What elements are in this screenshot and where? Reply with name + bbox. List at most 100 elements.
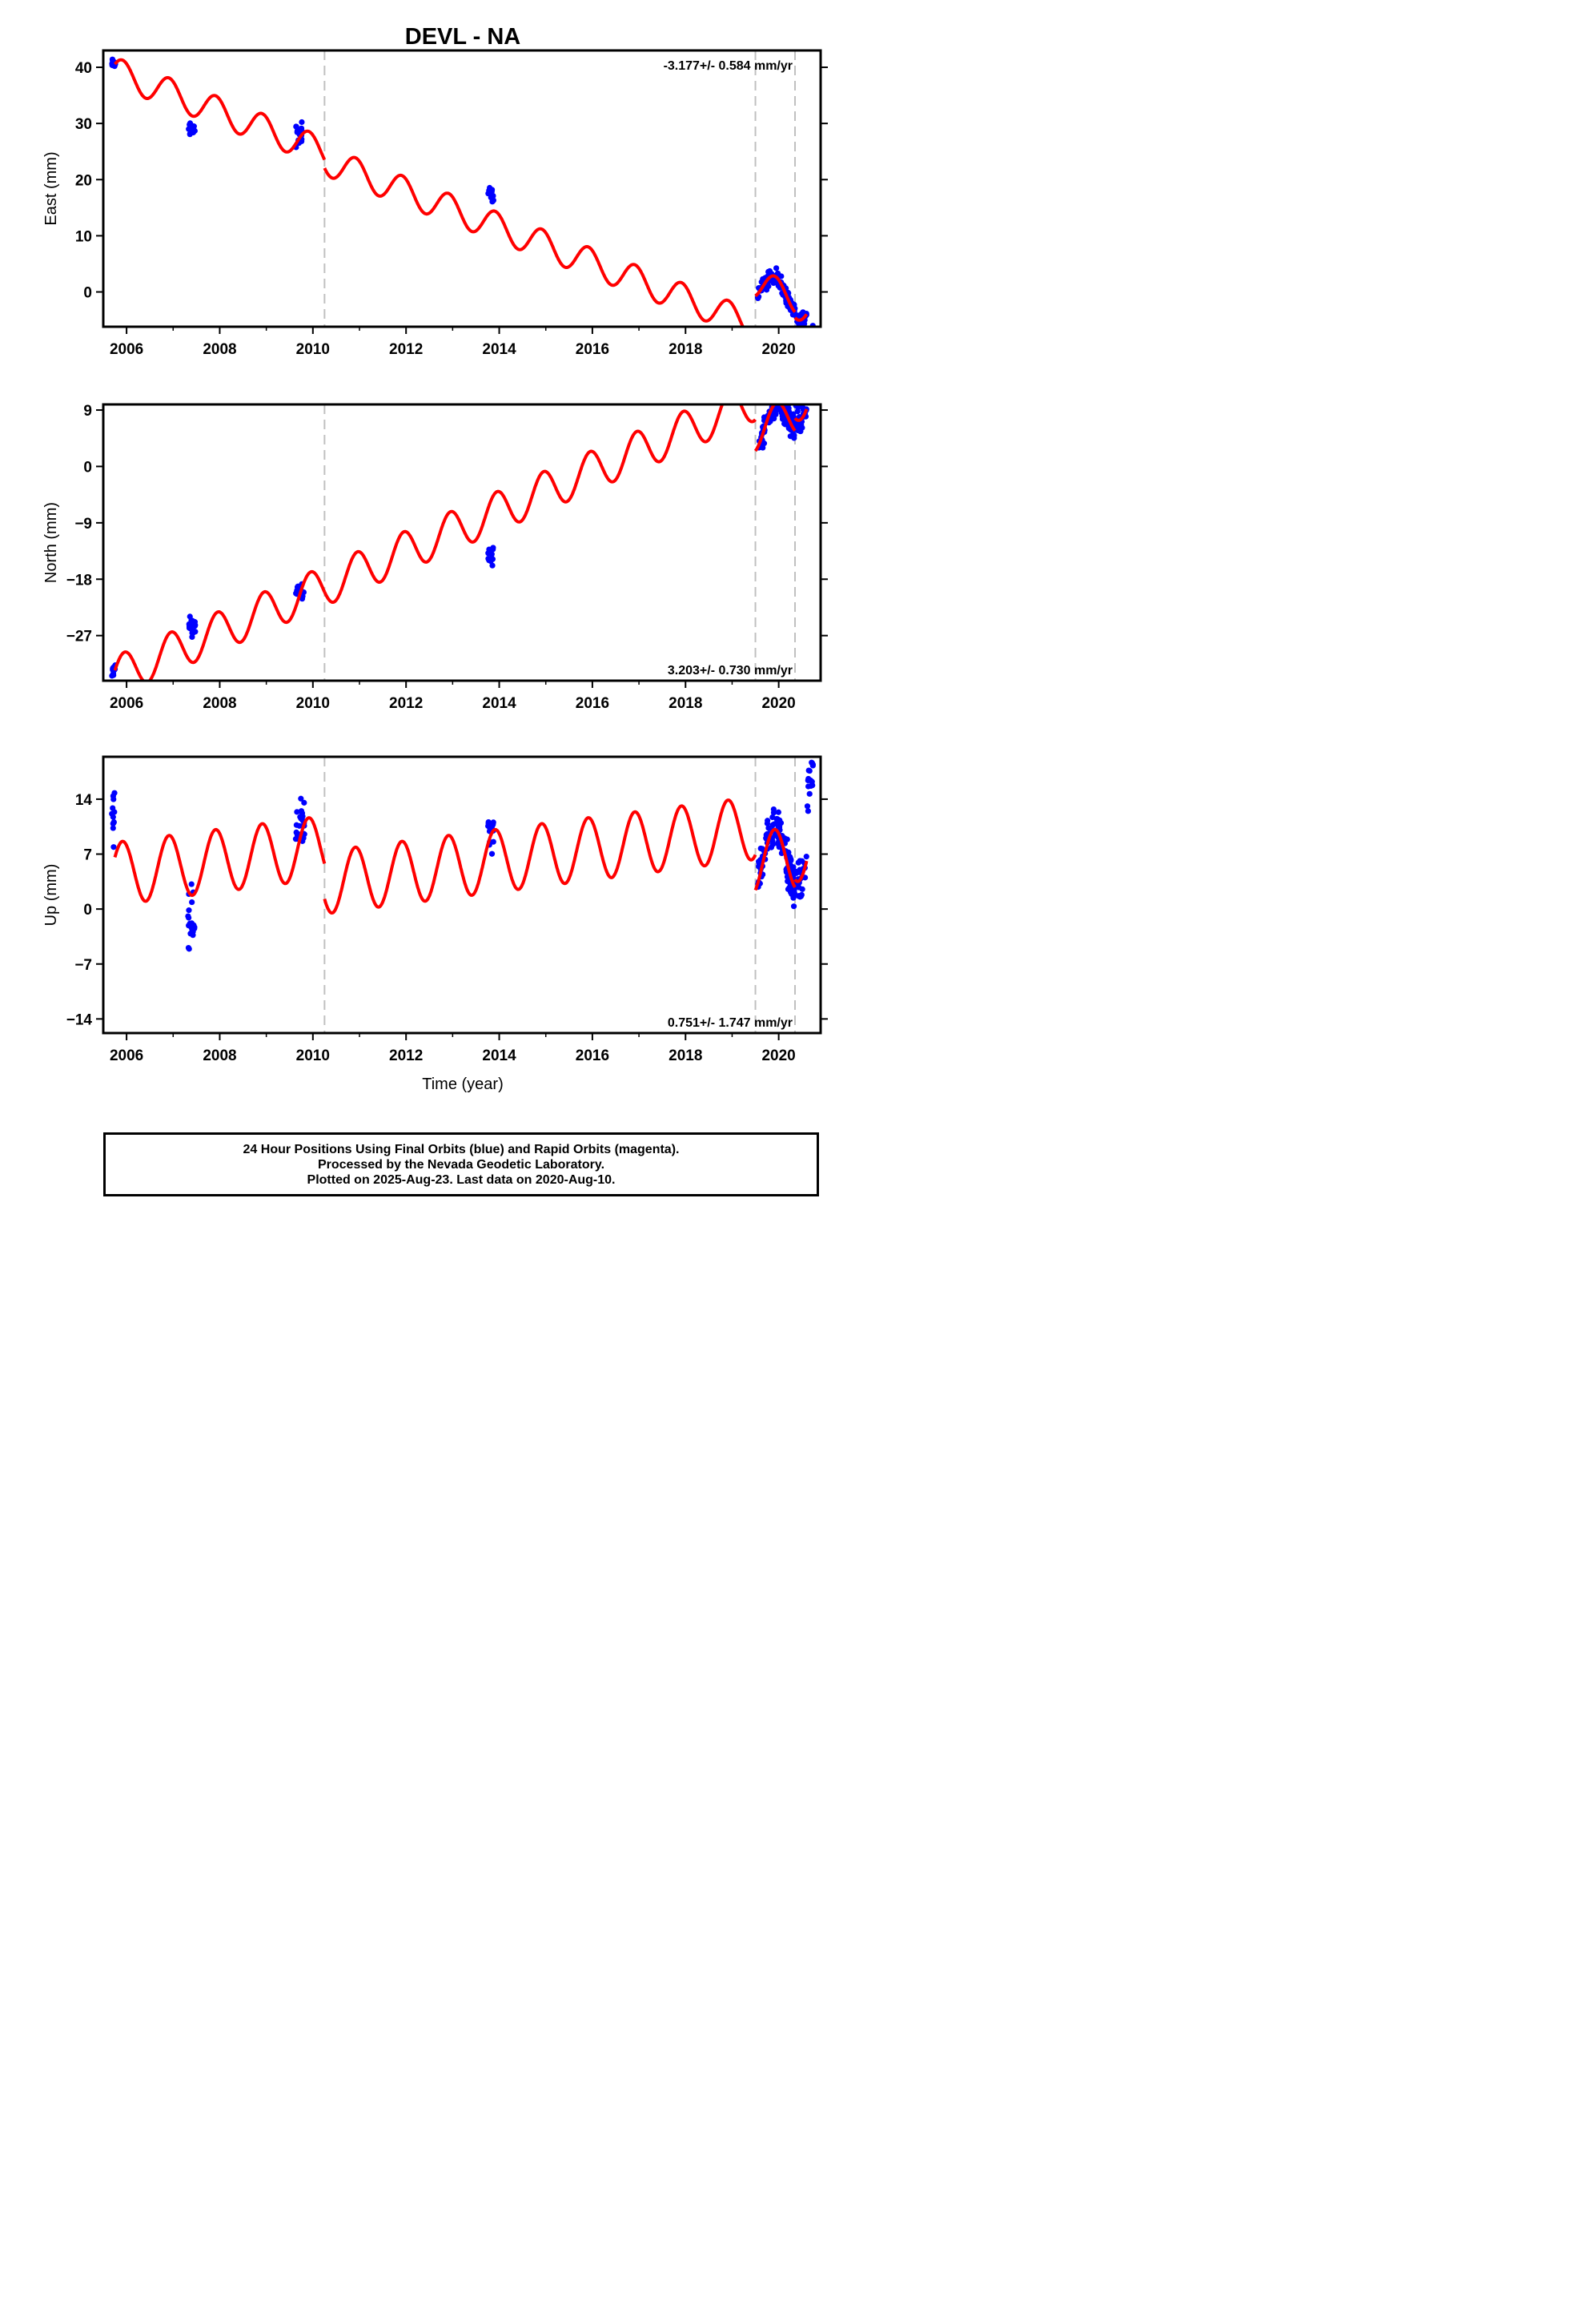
north-obs-point-5-79: [793, 422, 800, 428]
up-obs-point-5-75: [799, 858, 805, 864]
up-obs-point-4-89: [756, 858, 762, 865]
up-obs-point-0-6: [110, 819, 117, 826]
north-obs-point-4-43: [777, 393, 783, 399]
up-x-tick-label-6: 2018: [669, 1047, 702, 1064]
up-obs-point-5-79: [791, 891, 798, 897]
up-x-tick-label-3: 2012: [389, 1047, 423, 1064]
north-obs-point-5-36: [806, 380, 812, 386]
up-x-tick-label-2: 2010: [296, 1047, 330, 1064]
east-obs-point-4-105: [763, 287, 770, 293]
east-y-tick-label-2: 20: [75, 172, 92, 189]
north-obs-point-5-74: [805, 380, 811, 386]
north-obs-point-5-53: [794, 408, 801, 415]
east-obs-point-5-53: [809, 333, 815, 339]
up-obs-point-5-70: [797, 866, 803, 873]
up-y-tick-label-3: −7: [74, 957, 92, 974]
east-obs-point-5-24: [810, 330, 816, 336]
up-observations: [109, 749, 816, 952]
east-obs-point-5-38: [804, 340, 809, 345]
north-obs-point-5-67: [805, 388, 810, 394]
up-obs-point-0-10: [109, 810, 115, 817]
up-obs-point-4-114: [769, 822, 776, 828]
east-obs-point-5-30: [806, 336, 812, 341]
east-x-tick-label-6: 2018: [669, 341, 702, 358]
north-obs-point-5-43: [808, 383, 813, 388]
east-obs-point-4-75: [765, 268, 772, 275]
up-obs-point-1-8: [185, 913, 191, 919]
up-obs-point-5-62: [793, 883, 801, 889]
north-obs-point-4-84: [779, 416, 786, 422]
north-obs-point-5-47: [810, 373, 816, 379]
up-obs-point-4-92: [770, 806, 777, 813]
up-obs-point-1-2: [189, 899, 195, 906]
east-x-tick-label-0: 2006: [110, 341, 143, 358]
north-obs-point-1-12: [186, 621, 192, 627]
north-model: [113, 404, 809, 681]
up-obs-point-0-11: [110, 796, 117, 802]
east-x-tick-label-2: 2010: [296, 341, 330, 358]
up-model-segment-3: [753, 827, 797, 891]
north-model-segment-1: [113, 569, 327, 681]
up-obs-point-5-16: [809, 749, 815, 754]
caption-line-3: Plotted on 2025-Aug-23. Last data on 202…: [307, 1173, 616, 1187]
north-obs-point-5-51: [808, 374, 813, 380]
north-rate-label: 3.203+/- 0.730 mm/yr: [668, 664, 793, 677]
up-x-tick-label-7: 2020: [761, 1047, 795, 1064]
north-obs-point-0-5: [110, 672, 117, 678]
north-obs-point-4-115: [776, 404, 782, 411]
north-x-tick-label-5: 2016: [576, 695, 609, 712]
north-x-tick-label-4: 2014: [482, 695, 516, 712]
east-obs-point-5-21: [809, 333, 815, 339]
north-y-tick-label-3: −18: [66, 572, 92, 589]
north-obs-point-3-4: [489, 562, 496, 569]
up-obs-point-1-15: [188, 881, 195, 887]
up-obs-point-4-101: [765, 825, 772, 831]
up-y-tick-label-1: 7: [83, 847, 92, 864]
east-obs-point-3-12: [486, 184, 493, 191]
up-x-tick-label-1: 2008: [203, 1047, 236, 1064]
east-y-tick-label-4: 40: [75, 60, 92, 77]
up-obs-point-2-22: [298, 795, 304, 802]
east-x-tick-label-4: 2014: [482, 341, 516, 358]
north-x-tick-label-3: 2012: [389, 695, 423, 712]
up-y-tick-label-2: 0: [83, 902, 92, 919]
north-obs-point-5-24: [808, 377, 813, 383]
up-obs-point-5-41: [790, 903, 797, 910]
north-obs-point-2-15: [295, 583, 301, 589]
up-obs-point-5-68: [785, 886, 792, 892]
north-obs-point-5-29: [810, 358, 816, 364]
up-obs-point-3-13: [488, 850, 496, 857]
east-obs-point-5-72: [808, 339, 813, 344]
north-obs-point-5-65: [806, 391, 812, 396]
up-x-tick-label-0: 2006: [110, 1047, 143, 1064]
east-x-tick-label-7: 2020: [761, 341, 795, 358]
north-obs-point-5-75: [804, 384, 809, 389]
gps-timeseries-figure: DEVL - NA 2006 2008 2010 2012 2014 2016 2018 20…: [42, 24, 828, 1093]
north-obs-point-5-57: [806, 380, 812, 386]
north-obs-point-4-79: [770, 391, 776, 396]
up-obs-point-4-52: [775, 809, 781, 815]
east-model-segment-2: [323, 155, 745, 327]
caption-line-1: 24 Hour Positions Using Final Orbits (bl…: [243, 1143, 680, 1156]
east-obs-point-4-104: [774, 270, 781, 276]
east-rate-label: -3.177+/- 0.584 mm/yr: [664, 59, 793, 73]
north-obs-point-4-48: [769, 393, 774, 399]
up-obs-point-4-102: [764, 820, 771, 826]
north-obs-point-5-62: [797, 428, 804, 435]
east-obs-point-5-28: [809, 328, 814, 333]
north-x-tick-label-0: 2006: [110, 695, 143, 712]
up-obs-point-0-8: [111, 790, 118, 796]
north-obs-point-1-13: [191, 628, 198, 634]
up-obs-point-1-19: [190, 932, 196, 939]
up-obs-point-2-21: [293, 829, 299, 836]
east-frame: [102, 49, 822, 328]
up-obs-point-1-3: [186, 946, 192, 952]
east-model-segment-1: [114, 58, 327, 161]
east-obs-point-5-48: [808, 336, 813, 341]
north-obs-point-5-73: [809, 370, 815, 376]
north-obs-point-3-11: [486, 546, 492, 553]
caption-box: 24 Hour Positions Using Final Orbits (bl…: [103, 1132, 819, 1196]
east-obs-point-5-33: [809, 337, 814, 343]
up-obs-point-5-74: [797, 893, 804, 899]
up-obs-point-1-13: [186, 907, 192, 914]
